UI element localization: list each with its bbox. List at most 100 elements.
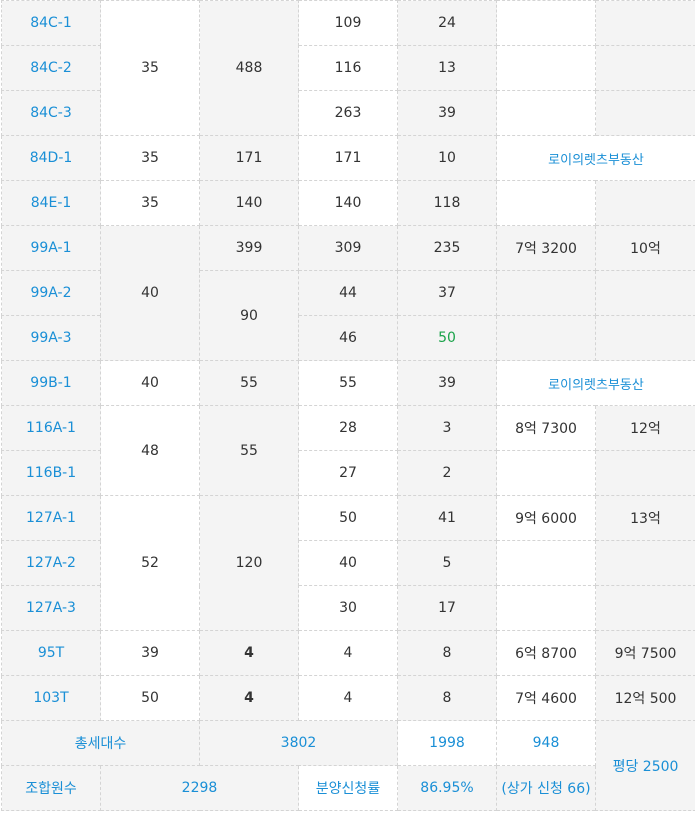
market-price-cell: 9억 7500: [595, 630, 695, 676]
area-cell: 35: [100, 135, 200, 181]
table-row: 99A-2 90 44 37: [1, 270, 695, 361]
general-supply-cell: 27: [298, 450, 398, 496]
general-supply-cell: 30: [298, 585, 398, 631]
price-cell: [496, 270, 596, 316]
general-supply-cell: 55: [298, 360, 398, 406]
table-row: 84D-1 35 171 171 10 로이의렛츠부동산: [1, 135, 695, 181]
total-households-value: 3802: [199, 720, 398, 766]
price-cell: 7억 4600: [496, 675, 596, 721]
general-supply-cell: 263: [298, 90, 398, 136]
special-supply-cell: 3: [397, 405, 497, 451]
shop-subscription-note: (상가 신청 66): [496, 765, 596, 811]
market-price-cell: [595, 45, 695, 91]
area-cell: 48: [100, 405, 200, 496]
total-cell: 399: [199, 225, 299, 271]
price-cell: [496, 315, 596, 361]
market-price-cell: 10억: [595, 225, 695, 271]
subscription-rate: 86.95%: [397, 765, 497, 811]
table-row: 99A-3 46 50: [1, 315, 695, 361]
price-cell: 7억 3200: [496, 225, 596, 271]
realtor-link[interactable]: 로이의렛츠부동산: [496, 360, 695, 406]
market-price-cell: 13억: [595, 495, 695, 541]
type-cell: 127A-2: [1, 540, 101, 586]
type-cell: 127A-3: [1, 585, 101, 631]
special-supply-cell: 5: [397, 540, 497, 586]
type-cell: 99A-3: [1, 315, 101, 361]
subscription-label: 분양신청률: [298, 765, 398, 811]
type-cell: 103T: [1, 675, 101, 721]
general-supply-cell: 4: [298, 630, 398, 676]
type-cell: 99A-1: [1, 225, 101, 271]
area-cell: 39: [100, 630, 200, 676]
special-supply-total: 948: [496, 720, 596, 766]
table-row: 127A-1 52 120 50 41 9억 6000 13억: [1, 495, 695, 631]
market-price-cell: [595, 180, 695, 226]
table-row: 95T 39 4 4 8 6억 8700 9억 7500: [1, 630, 695, 676]
type-cell: 127A-1: [1, 495, 101, 541]
market-price-cell: [595, 315, 695, 361]
price-per-pyeong: 평당 2500: [595, 720, 695, 811]
total-cell: 4: [199, 630, 299, 676]
market-price-cell: [595, 585, 695, 631]
market-price-cell: [595, 540, 695, 586]
area-cell: 52: [100, 495, 200, 631]
members-value: 2298: [100, 765, 299, 811]
price-cell: 9억 6000: [496, 495, 596, 541]
table-row: 84C-3 263 39: [1, 90, 695, 136]
market-price-cell: 12억: [595, 405, 695, 451]
special-supply-cell: 8: [397, 630, 497, 676]
total-cell: 55: [199, 405, 299, 496]
realtor-link[interactable]: 로이의렛츠부동산: [496, 135, 695, 181]
table-row: 99B-1 40 55 55 39 로이의렛츠부동산: [1, 360, 695, 406]
table-row: 84C-2 116 13: [1, 45, 695, 91]
general-supply-cell: 140: [298, 180, 398, 226]
price-cell: [496, 180, 596, 226]
total-cell: 488: [199, 0, 299, 136]
price-cell: [496, 585, 596, 631]
special-supply-cell: 13: [397, 45, 497, 91]
special-supply-cell: 24: [397, 0, 497, 46]
special-supply-cell: 8: [397, 675, 497, 721]
price-cell: [496, 0, 596, 46]
general-supply-cell: 116: [298, 45, 398, 91]
table-row: 116B-1 27 2: [1, 450, 695, 496]
table-row: 116A-1 48 55 28 3 8억 7300 12억: [1, 405, 695, 496]
market-price-cell: [595, 270, 695, 316]
general-supply-cell: 28: [298, 405, 398, 451]
apartment-supply-table: 84C-1 35 488 109 24 84C-2 116 13 84C-3 2…: [1, 0, 695, 811]
special-supply-cell: 39: [397, 90, 497, 136]
special-supply-cell: 37: [397, 270, 497, 316]
type-cell: 116B-1: [1, 450, 101, 496]
table-row: 84C-1 35 488 109 24: [1, 0, 695, 136]
total-cell: 120: [199, 495, 299, 631]
type-cell: 84C-2: [1, 45, 101, 91]
area-cell: 40: [100, 360, 200, 406]
type-cell: 116A-1: [1, 405, 101, 451]
general-supply-cell: 40: [298, 540, 398, 586]
general-supply-cell: 171: [298, 135, 398, 181]
table-row: 84E-1 35 140 140 118: [1, 180, 695, 226]
total-cell: 171: [199, 135, 299, 181]
market-price-cell: 12억 500: [595, 675, 695, 721]
general-supply-cell: 46: [298, 315, 398, 361]
table-row: 99A-1 40 399 309 235 7억 3200 10억: [1, 225, 695, 361]
total-cell: 140: [199, 180, 299, 226]
type-cell: 99B-1: [1, 360, 101, 406]
price-cell: [496, 45, 596, 91]
market-price-cell: [595, 450, 695, 496]
type-cell: 84E-1: [1, 180, 101, 226]
type-cell: 99A-2: [1, 270, 101, 316]
general-supply-cell: 309: [298, 225, 398, 271]
table-row: 127A-2 40 5: [1, 540, 695, 586]
price-cell: 6억 8700: [496, 630, 596, 676]
area-cell: 40: [100, 225, 200, 361]
market-price-cell: [595, 0, 695, 46]
special-supply-cell: 39: [397, 360, 497, 406]
special-supply-cell-highlight: 50: [397, 315, 497, 361]
market-price-cell: [595, 90, 695, 136]
summary-row: 총세대수 3802 1998 948 평당 2500: [1, 720, 695, 811]
total-cell: 4: [199, 675, 299, 721]
special-supply-cell: 2: [397, 450, 497, 496]
total-households-label: 총세대수: [1, 720, 200, 766]
price-cell: [496, 450, 596, 496]
